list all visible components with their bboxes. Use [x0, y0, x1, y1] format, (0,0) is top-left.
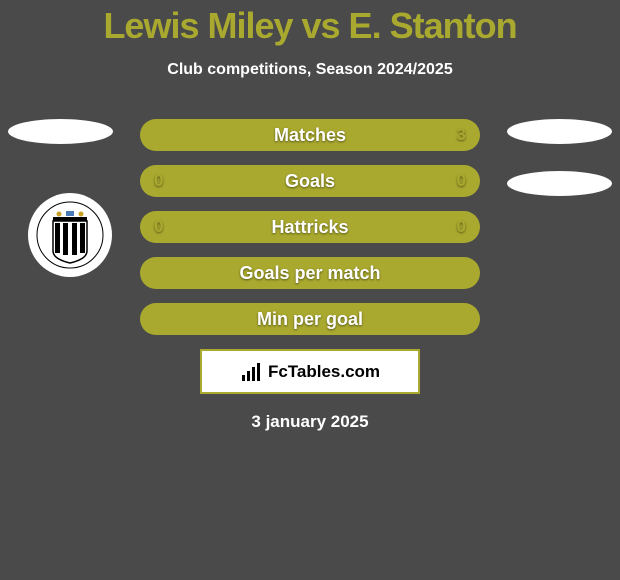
stat-label: Min per goal: [184, 309, 436, 330]
subtitle: Club competitions, Season 2024/2025: [167, 61, 452, 79]
player-badge-right-2: [507, 171, 612, 196]
stat-right-value: 0: [436, 217, 466, 237]
stat-label: Hattricks: [184, 217, 436, 238]
stat-row-goals: 0 Goals 0: [140, 165, 480, 197]
stats-area: Matches 3 0 Goals 0 0 Hattricks 0 Goals …: [0, 119, 620, 432]
page-title: Lewis Miley vs E. Stanton: [103, 5, 516, 47]
stat-left-value: 0: [154, 217, 184, 237]
stat-row-hattricks: 0 Hattricks 0: [140, 211, 480, 243]
brand-label: FcTables.com: [268, 362, 380, 382]
player-badge-right-1: [507, 119, 612, 144]
chart-icon: [240, 361, 262, 383]
newcastle-crest-icon: [36, 201, 104, 269]
date-label: 3 january 2025: [0, 412, 620, 432]
stat-row-matches: Matches 3: [140, 119, 480, 151]
player-badge-left: [8, 119, 113, 144]
widget-container: Lewis Miley vs E. Stanton Club competiti…: [0, 0, 620, 432]
club-logo: [28, 193, 112, 277]
stat-left-value: 0: [154, 171, 184, 191]
stat-right-value: 0: [436, 171, 466, 191]
stat-row-min-per-goal: Min per goal: [140, 303, 480, 335]
stat-label: Goals: [184, 171, 436, 192]
stat-label: Matches: [184, 125, 436, 146]
stat-right-value: 3: [436, 125, 466, 145]
stat-label: Goals per match: [184, 263, 436, 284]
brand-link[interactable]: FcTables.com: [200, 349, 420, 394]
stat-row-goals-per-match: Goals per match: [140, 257, 480, 289]
